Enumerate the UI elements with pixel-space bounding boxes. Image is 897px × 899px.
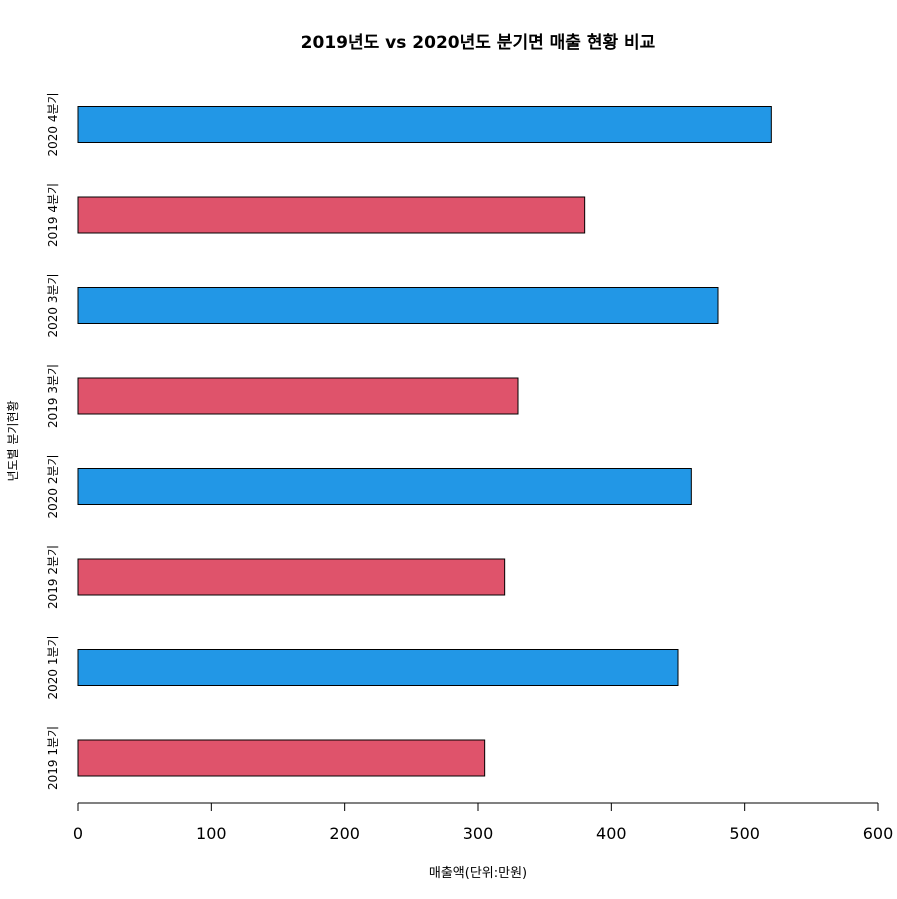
y-tick-label: 2019 3분기 (46, 364, 60, 428)
bar-2020-2분기 (77, 468, 692, 505)
x-axis: 0 100 200 300 400 500 600 (73, 802, 894, 843)
x-tick-label: 300 (463, 824, 494, 843)
bar-2019-2분기 (77, 558, 506, 596)
y-tick-label: 2020 1분기 (46, 635, 60, 699)
y-tick-label: 2020 2분기 (46, 454, 60, 518)
bar-2019-1분기 (77, 739, 486, 777)
bar-2020-4분기 (77, 106, 772, 143)
x-axis-label: 매출액(단위:만원) (429, 866, 527, 881)
y-tick-label: 2019 2분기 (46, 545, 60, 609)
y-tick-label: 2020 4분기 (46, 92, 60, 156)
x-tick-label: 500 (729, 824, 760, 843)
bar-2020-3분기 (77, 287, 719, 324)
y-axis-label: 년도별 분기현황 (6, 400, 20, 481)
x-tick-label: 400 (596, 824, 627, 843)
x-tick-label: 200 (329, 824, 360, 843)
bar-2019-4분기 (77, 196, 586, 234)
y-tick-labels: 2019 1분기 2020 1분기 2019 2분기 2020 2분기 2019 3분기… (46, 92, 60, 790)
bar-2020-1분기 (77, 649, 679, 686)
chart-title: 2019년도 vs 2020년도 분기면 매출 현황 비교 (301, 33, 656, 53)
x-tick-label: 0 (73, 824, 83, 843)
y-tick-label: 2020 3분기 (46, 273, 60, 337)
bars (77, 106, 772, 777)
x-tick-label: 600 (863, 824, 894, 843)
bar-2019-3분기 (77, 377, 519, 415)
y-tick-label: 2019 1분기 (46, 726, 60, 790)
x-tick-label: 100 (196, 824, 227, 843)
y-tick-label: 2019 4분기 (46, 183, 60, 247)
